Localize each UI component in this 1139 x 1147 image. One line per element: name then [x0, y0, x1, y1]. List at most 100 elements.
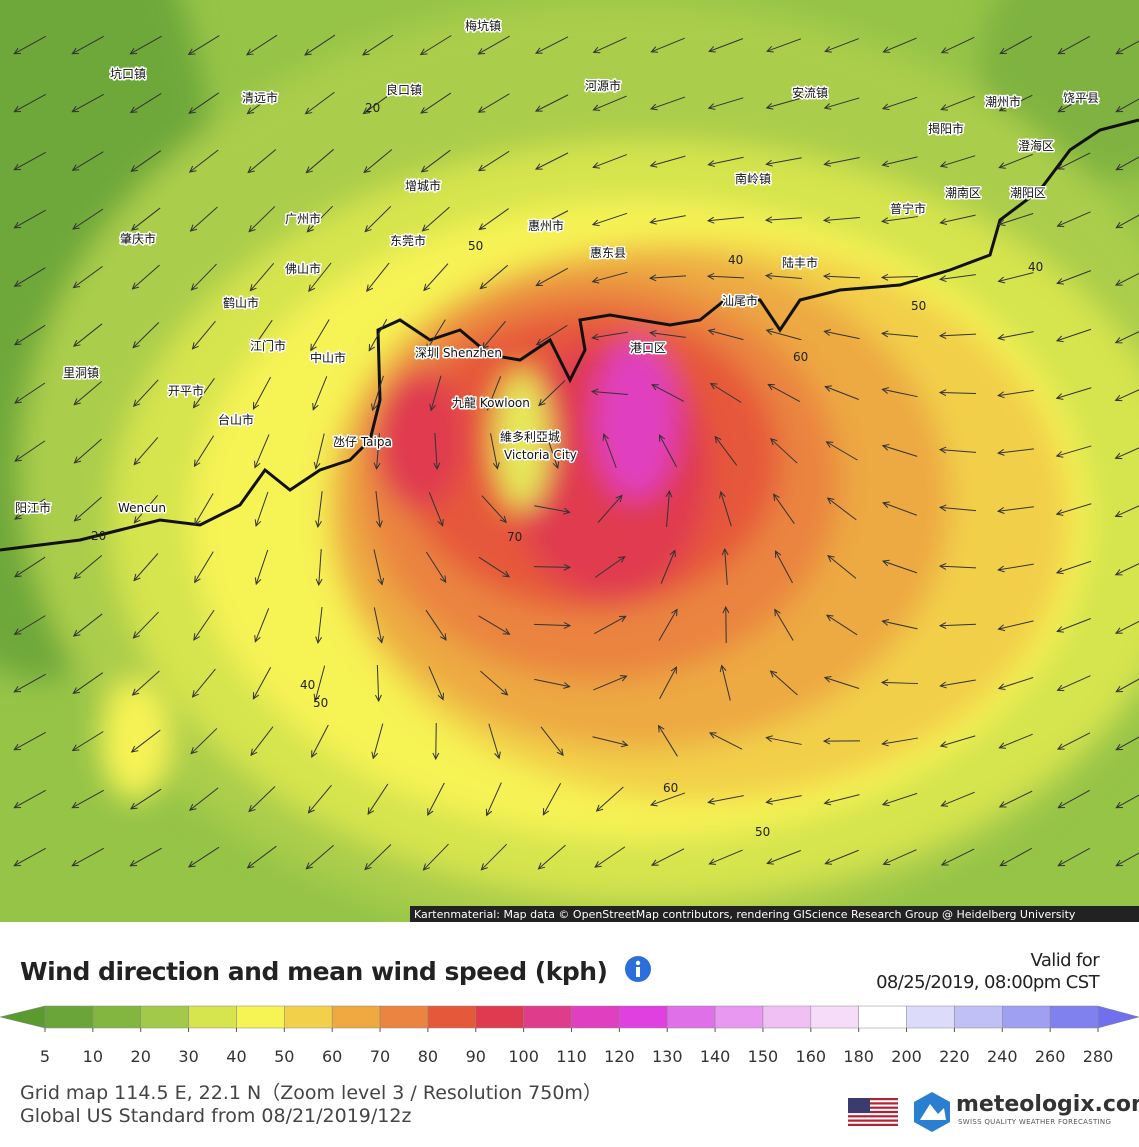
- wind-arrow: [14, 673, 46, 693]
- wind-arrow: [709, 849, 743, 865]
- wind-arrow: [826, 441, 858, 461]
- wind-arrow: [998, 506, 1034, 512]
- wind-arrow: [999, 847, 1033, 867]
- wind-arrow: [73, 613, 103, 637]
- arrow-head: [313, 693, 321, 702]
- wind-arrow: [882, 560, 918, 574]
- wind-arrow: [247, 149, 277, 173]
- arrow-head: [940, 47, 949, 54]
- wind-arrow: [1058, 35, 1090, 55]
- valid-time: Valid for 08/25/2019, 08:00pm CST: [876, 950, 1100, 994]
- arrow-head: [14, 455, 22, 462]
- wind-arrow: [767, 383, 801, 403]
- wind-arrow: [998, 272, 1034, 282]
- arrow-head: [997, 276, 1006, 284]
- arrow-head: [1115, 859, 1123, 867]
- wind-arrow: [1116, 40, 1139, 55]
- wind-arrow: [425, 609, 447, 641]
- wind-arrow: [940, 506, 976, 512]
- arrow-head: [13, 221, 22, 229]
- arrow-head: [254, 634, 261, 643]
- arrow-head: [824, 46, 832, 53]
- legend-tick-label: 100: [508, 1047, 539, 1066]
- grid-info: Grid map 114.5 E, 22.1 N（Zoom level 3 / …: [20, 1082, 602, 1104]
- wind-arrow: [998, 677, 1034, 689]
- arrow-head: [1056, 743, 1065, 750]
- arrow-head: [997, 449, 1005, 456]
- arrow-head: [419, 48, 428, 56]
- arrow-head: [997, 683, 1006, 691]
- arrow-head: [1114, 452, 1123, 460]
- legend-swatch: [188, 1005, 237, 1029]
- place-label: 开平市: [168, 383, 204, 398]
- place-label: 深圳 Shenzhen: [415, 346, 502, 360]
- arrow-head: [71, 744, 80, 752]
- arrow-head: [825, 441, 834, 448]
- info-icon[interactable]: [624, 955, 652, 983]
- valid-time-value: 08/25/2019, 08:00pm CST: [876, 972, 1100, 993]
- arrow-head: [998, 105, 1007, 112]
- arrow-head: [364, 862, 372, 871]
- wind-arrow: [133, 494, 159, 524]
- arrow-head: [252, 402, 260, 410]
- arrow-head: [187, 48, 196, 56]
- contour-label: 40: [1028, 260, 1043, 274]
- wind-arrow: [376, 433, 380, 469]
- wind-arrow: [1115, 620, 1139, 634]
- arrow-head: [312, 402, 319, 411]
- wind-arrow: [827, 497, 857, 521]
- wind-arrow: [824, 157, 860, 165]
- legend-tick-label: 30: [178, 1047, 198, 1066]
- us-flag[interactable]: [848, 1098, 898, 1126]
- arrow-head: [706, 216, 715, 224]
- place-label: 惠州市: [528, 218, 564, 233]
- place-label: 潮阳区: [1010, 185, 1046, 200]
- arrow-head: [769, 438, 778, 446]
- wind-arrow: [827, 555, 857, 579]
- arrow-head: [368, 343, 376, 352]
- wind-arrow: [247, 91, 277, 115]
- legend-tick-label: 200: [891, 1047, 922, 1066]
- contour-label: 50: [313, 696, 328, 710]
- arrow-head: [439, 575, 447, 584]
- legend-swatch: [92, 1005, 141, 1029]
- arrow-head: [13, 163, 21, 171]
- arrow-head: [1114, 627, 1123, 634]
- wind-arrow: [255, 491, 269, 527]
- wind-arrow: [317, 607, 323, 643]
- wind-arrow: [308, 262, 332, 292]
- arrow-head: [825, 614, 834, 622]
- arrow-head: [881, 387, 889, 394]
- wind-arrow: [939, 623, 977, 627]
- wind-arrow: [192, 668, 216, 698]
- arrow-head: [362, 107, 371, 115]
- wind-arrow: [189, 787, 219, 811]
- wind-arrow: [311, 724, 329, 758]
- wind-arrow: [998, 212, 1034, 226]
- arrow-head: [650, 859, 659, 866]
- arrow-head: [719, 664, 727, 673]
- wind-arrow: [14, 93, 46, 113]
- wind-arrow: [73, 555, 103, 579]
- arrow-head: [71, 859, 79, 867]
- arrow-head: [714, 435, 722, 444]
- wind-arrow: [770, 670, 798, 696]
- arrow-head: [999, 859, 1007, 867]
- wind-arrow: [721, 665, 731, 701]
- wind-arrow: [372, 723, 384, 759]
- arrow-head: [1115, 163, 1123, 171]
- arrow-head: [881, 160, 890, 168]
- wind-arrow: [304, 34, 336, 56]
- arrow-head: [71, 801, 79, 809]
- arrow-head: [433, 462, 441, 471]
- arrow-head: [882, 858, 891, 866]
- arrow-head: [437, 518, 444, 527]
- arrow-head: [13, 338, 22, 346]
- arrow-head: [251, 343, 258, 351]
- legend-swatch: [858, 1005, 907, 1029]
- wind-arrow: [478, 556, 510, 578]
- wind-arrow: [133, 379, 159, 407]
- arrow-head: [649, 103, 658, 111]
- arrow-head: [938, 504, 947, 512]
- wind-arrow: [14, 35, 46, 55]
